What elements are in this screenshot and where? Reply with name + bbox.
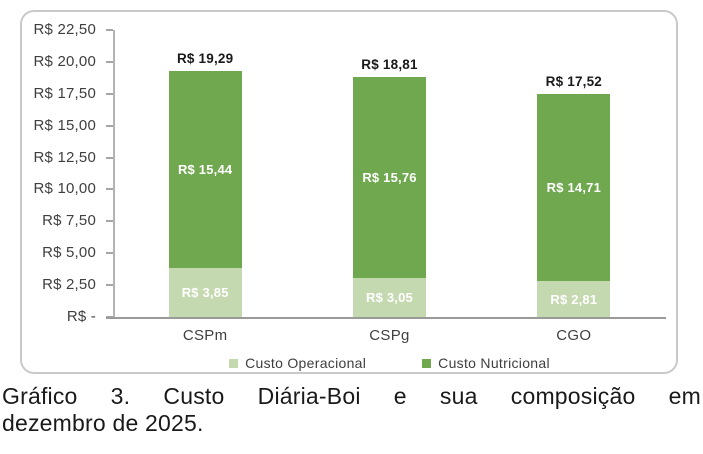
- y-tick-mark: [106, 252, 113, 255]
- y-tick-mark: [106, 124, 113, 127]
- x-category-label-cspm: CSPm: [182, 327, 228, 344]
- bar-segment-custo-operacional-cspg: R$ 3,05: [353, 278, 426, 317]
- legend-swatch-icon: [229, 358, 239, 368]
- y-tick-label: R$ 15,00: [33, 116, 96, 134]
- bar-segment-value-label: R$ 14,71: [546, 179, 602, 195]
- x-axis-line: [106, 317, 666, 319]
- y-tick-label: R$ 2,50: [42, 276, 96, 294]
- bar-segment-value-label: R$ 3,85: [181, 284, 229, 300]
- y-tick-label: R$ 5,00: [42, 244, 96, 262]
- bar-segment-custo-nutricional-cspg: R$ 15,76: [353, 77, 426, 279]
- legend-label: Custo Nutricional: [438, 355, 550, 371]
- figure-caption: Gráfico 3. Custo Diária-Boi e sua compos…: [2, 383, 701, 437]
- bar-segment-custo-operacional-cspm: R$ 3,85: [168, 267, 242, 317]
- bar-total-label-cspm: R$ 19,29: [176, 50, 234, 66]
- y-tick-label: R$ 10,00: [33, 180, 96, 198]
- y-tick-mark: [106, 220, 113, 223]
- legend-item-custo-nutricional: Custo Nutricional: [422, 355, 550, 371]
- bar-segment-value-label: R$ 2,81: [550, 291, 598, 307]
- y-tick-label: R$ 20,00: [33, 52, 96, 70]
- y-tick-label: R$ 7,50: [42, 212, 96, 230]
- caption-line-2: dezembro de 2025.: [2, 410, 204, 436]
- legend-label: Custo Operacional: [245, 355, 367, 371]
- y-tick-mark: [106, 188, 113, 191]
- y-tick-mark: [106, 284, 113, 287]
- y-tick-mark: [106, 29, 113, 31]
- y-tick-label: R$ -: [66, 308, 96, 325]
- legend-item-custo-operacional: Custo Operacional: [229, 355, 366, 371]
- bar-segment-custo-nutricional-cgo: R$ 14,71: [537, 93, 611, 282]
- x-category-label-cspg: CSPg: [369, 327, 410, 344]
- bar-segment-custo-nutricional-cspm: R$ 15,44: [168, 70, 242, 268]
- y-tick-mark: [106, 60, 113, 63]
- legend-swatch-icon: [422, 358, 432, 368]
- y-tick-mark: [106, 92, 113, 95]
- y-axis-line: [113, 30, 115, 317]
- y-tick-label: R$ 12,50: [33, 148, 96, 166]
- bar-total-label-cgo: R$ 17,52: [545, 73, 603, 89]
- caption-line-1: Gráfico 3. Custo Diária-Boi e sua compos…: [2, 383, 701, 409]
- y-tick-mark: [106, 156, 113, 159]
- bar-segment-value-label: R$ 3,05: [366, 290, 413, 306]
- bar-total-label-cspg: R$ 18,81: [361, 57, 418, 73]
- chart-legend: Custo Operacional Custo Nutricional: [113, 355, 666, 371]
- x-category-label-cgo: CGO: [556, 327, 592, 344]
- bar-segment-value-label: R$ 15,76: [362, 170, 417, 186]
- bar-segment-custo-operacional-cgo: R$ 2,81: [537, 281, 611, 317]
- y-tick-label: R$ 22,50: [33, 21, 96, 38]
- y-tick-label: R$ 17,50: [33, 84, 96, 102]
- bar-segment-value-label: R$ 15,44: [177, 161, 233, 177]
